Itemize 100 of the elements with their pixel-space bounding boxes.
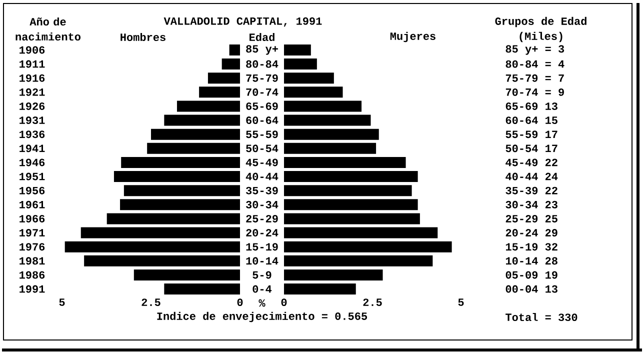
x-axis-title: % bbox=[258, 299, 266, 307]
text: 10-14 28 bbox=[506, 257, 558, 265]
bar bbox=[284, 213, 420, 224]
y-tick-label: 20-24 bbox=[246, 229, 278, 237]
bar bbox=[164, 284, 240, 295]
text: 70-74 = 9 bbox=[506, 88, 564, 96]
y-tick-label: 85 y+ bbox=[246, 45, 278, 55]
bar bbox=[284, 86, 343, 98]
y-tick-label: 65-69 bbox=[246, 102, 278, 110]
text: 15-19 32 bbox=[506, 243, 558, 251]
y-tick-label: 1926 bbox=[20, 102, 45, 110]
y-tick-label: 1966 bbox=[20, 214, 45, 222]
y-tick-label: 55-59 bbox=[246, 130, 278, 138]
y-tick-label: 50-54 bbox=[246, 144, 278, 152]
bar bbox=[284, 255, 433, 266]
bar bbox=[114, 171, 240, 182]
x-tick-label: 5 bbox=[59, 298, 65, 306]
y-tick-label: 40-44 bbox=[246, 172, 278, 180]
y-tick-label: 1991 bbox=[20, 285, 45, 293]
y-tick-label: 5-9 bbox=[252, 271, 272, 279]
y-tick-label: 1961 bbox=[20, 200, 45, 208]
text: 60-64 15 bbox=[506, 116, 558, 124]
y-tick-label: 35-39 bbox=[246, 186, 278, 194]
text: 50-54 17 bbox=[506, 144, 558, 152]
bar bbox=[229, 44, 240, 56]
text: Indice de envejecimiento = 0.565 bbox=[157, 312, 368, 322]
bar bbox=[147, 142, 240, 154]
text: Mujeres bbox=[390, 32, 436, 42]
y-axis-title: Año de nacimiento bbox=[16, 17, 81, 41]
x-tick-label: 2.5 bbox=[363, 298, 382, 306]
y-tick-label: 70-74 bbox=[246, 88, 278, 96]
text: 45-49 22 bbox=[506, 158, 558, 166]
bar bbox=[124, 185, 240, 196]
y-tick-label: 1951 bbox=[20, 172, 45, 180]
bar bbox=[284, 227, 438, 238]
chart-title: VALLADOLID CAPITAL, 1991 bbox=[164, 17, 322, 27]
y-tick-label: 1911 bbox=[20, 60, 45, 68]
y-tick-label: 1921 bbox=[20, 88, 45, 96]
x-tick-label: 5 bbox=[458, 298, 464, 306]
y-tick-label: 25-29 bbox=[246, 214, 278, 222]
bar bbox=[284, 114, 371, 126]
bar bbox=[284, 156, 406, 168]
bar bbox=[222, 58, 240, 70]
bar bbox=[80, 227, 240, 238]
y-tick-label: 15-19 bbox=[246, 243, 278, 251]
y-tick-label: 1956 bbox=[20, 186, 45, 194]
text: 55-59 17 bbox=[506, 130, 558, 138]
bar bbox=[284, 44, 311, 56]
x-tick-label: 2.5 bbox=[142, 298, 160, 306]
bar bbox=[284, 241, 452, 252]
text: (Miles) bbox=[520, 32, 562, 42]
text: Grupos de Edad bbox=[495, 16, 586, 28]
y-tick-label: 1931 bbox=[20, 116, 45, 124]
bar bbox=[284, 199, 418, 210]
y-tick-label: 1976 bbox=[20, 243, 45, 251]
text: Total = 330 bbox=[506, 312, 578, 322]
x-tick-label: 0 bbox=[281, 298, 287, 306]
y-tick-label: 1971 bbox=[20, 229, 45, 237]
bar bbox=[199, 86, 240, 98]
text: 20-24 29 bbox=[506, 229, 558, 237]
bar bbox=[284, 128, 379, 140]
bar bbox=[164, 114, 240, 126]
bar bbox=[284, 185, 412, 196]
y-tick-label: 0-4 bbox=[252, 285, 272, 293]
bar bbox=[284, 100, 362, 112]
x-tick-label: 0 bbox=[237, 298, 243, 306]
bar bbox=[134, 269, 240, 280]
y-tick-label: 75-79 bbox=[246, 74, 278, 82]
bar bbox=[284, 284, 356, 295]
text: 00-04 13 bbox=[506, 285, 558, 293]
y-tick-label: 30-34 bbox=[246, 200, 278, 208]
y-tick-label: 1986 bbox=[20, 271, 45, 279]
y-tick-label: 1916 bbox=[20, 74, 45, 82]
y-tick-label: 1941 bbox=[20, 144, 45, 152]
bar bbox=[284, 142, 376, 154]
text: 30-34 23 bbox=[506, 200, 558, 208]
bar bbox=[284, 269, 383, 280]
bar bbox=[84, 255, 240, 266]
text: 85 y+ = 3 bbox=[506, 45, 564, 55]
text: 65-69 13 bbox=[506, 102, 558, 110]
bar bbox=[120, 199, 240, 210]
y-tick-label: 10-14 bbox=[246, 257, 278, 265]
bar bbox=[121, 156, 240, 168]
bar bbox=[64, 241, 240, 252]
text: 40-44 24 bbox=[506, 172, 558, 180]
y-tick-label: 60-64 bbox=[246, 116, 278, 124]
text: 75-79 = 7 bbox=[506, 74, 564, 82]
bar bbox=[208, 72, 240, 84]
y-tick-label: 1936 bbox=[20, 130, 45, 138]
bar bbox=[176, 100, 240, 112]
text: 35-39 22 bbox=[506, 186, 558, 194]
y-tick-label: 80-84 bbox=[246, 60, 278, 68]
bar bbox=[150, 128, 240, 140]
y-tick-label: 1981 bbox=[20, 257, 45, 265]
y-tick-label: 45-49 bbox=[246, 158, 278, 166]
text: Hombres bbox=[120, 32, 166, 42]
y-tick-label: 1906 bbox=[20, 46, 45, 54]
text: 05-09 19 bbox=[506, 271, 558, 279]
bar bbox=[284, 171, 418, 182]
bar bbox=[106, 213, 240, 224]
